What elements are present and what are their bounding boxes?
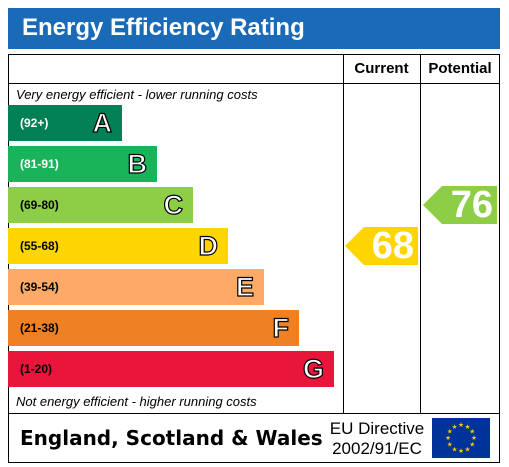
chart-title: Energy Efficiency Rating [22,14,305,41]
eu-star-icon: ★ [469,441,475,449]
band-letter-label: G [302,353,324,384]
footer-country: England, Scotland & Wales [20,426,323,450]
potential-rating-arrow-polygon [423,186,497,224]
current-column-divider [343,54,344,413]
band-letter-label: E [235,271,254,302]
potential-column-divider [420,54,421,413]
band-range-label: (69-80) [20,198,59,212]
footer-divider [8,413,500,414]
eu-star-icon: ★ [452,423,458,431]
eu-star-icon: ★ [471,434,477,442]
band-e: (39-54) E [8,269,264,305]
band-range-label: (1-20) [20,362,53,376]
band-c: (69-80) C [8,187,193,223]
bottom-note: Not energy efficient - higher running co… [16,394,257,409]
band-letter-label: A [92,107,113,138]
eu-flag-icon: ★ ★ ★ ★ ★ ★ ★ ★ ★ ★ ★ ★ [432,418,490,458]
band-d: (55-68) D [8,228,228,264]
title-bar: Energy Efficiency Rating [8,8,500,49]
band-letter-label: D [198,230,219,261]
eu-directive-line1: EU Directive [329,419,425,438]
eu-star-icon: ★ [445,434,451,442]
band-a: (92+) A [8,105,122,141]
band-range-label: (81-91) [20,157,59,171]
eu-star-icon: ★ [465,423,471,431]
current-rating-arrow-polygon [345,227,418,265]
current-rating-arrow-value: 68 [371,225,414,267]
eu-directive-line2: 2002/91/EC [332,439,422,458]
current-rating-arrow-shape [345,227,418,265]
band-range-label: (21-38) [20,321,59,335]
potential-rating-arrow-value: 76 [450,184,493,226]
band-f: (21-38) F [8,310,299,346]
header-divider [8,83,500,84]
band-b: (81-91) B [8,146,157,182]
eu-star-icon: ★ [465,445,471,453]
potential-rating-arrow-shape [423,186,497,224]
eu-star-icon: ★ [447,441,453,449]
eu-star-icon: ★ [458,447,464,455]
band-g: (1-20) G [8,351,334,387]
current-rating-arrow: 68 [345,227,418,265]
potential-rating-arrow: 76 [423,186,497,224]
eu-star-icon: ★ [452,445,458,453]
band-range-label: (55-68) [20,239,59,253]
potential-column-header: Potential [428,60,492,77]
current-column-header: Current [354,60,409,77]
top-note: Very energy efficient - lower running co… [16,87,258,102]
band-letter-label: F [272,312,290,343]
band-letter-label: B [127,148,148,179]
band-range-label: (92+) [20,116,49,130]
eu-stars-icon: ★ ★★★★★★★★★★★ [445,421,477,455]
eu-directive: EU Directive 2002/91/EC [326,419,428,459]
eu-star-icon: ★ [447,428,453,436]
eu-star-icon: ★ [469,428,475,436]
eu-star-icon: ★ [458,421,464,429]
band-letter-label: C [163,189,184,220]
band-range-label: (39-54) [20,280,59,294]
